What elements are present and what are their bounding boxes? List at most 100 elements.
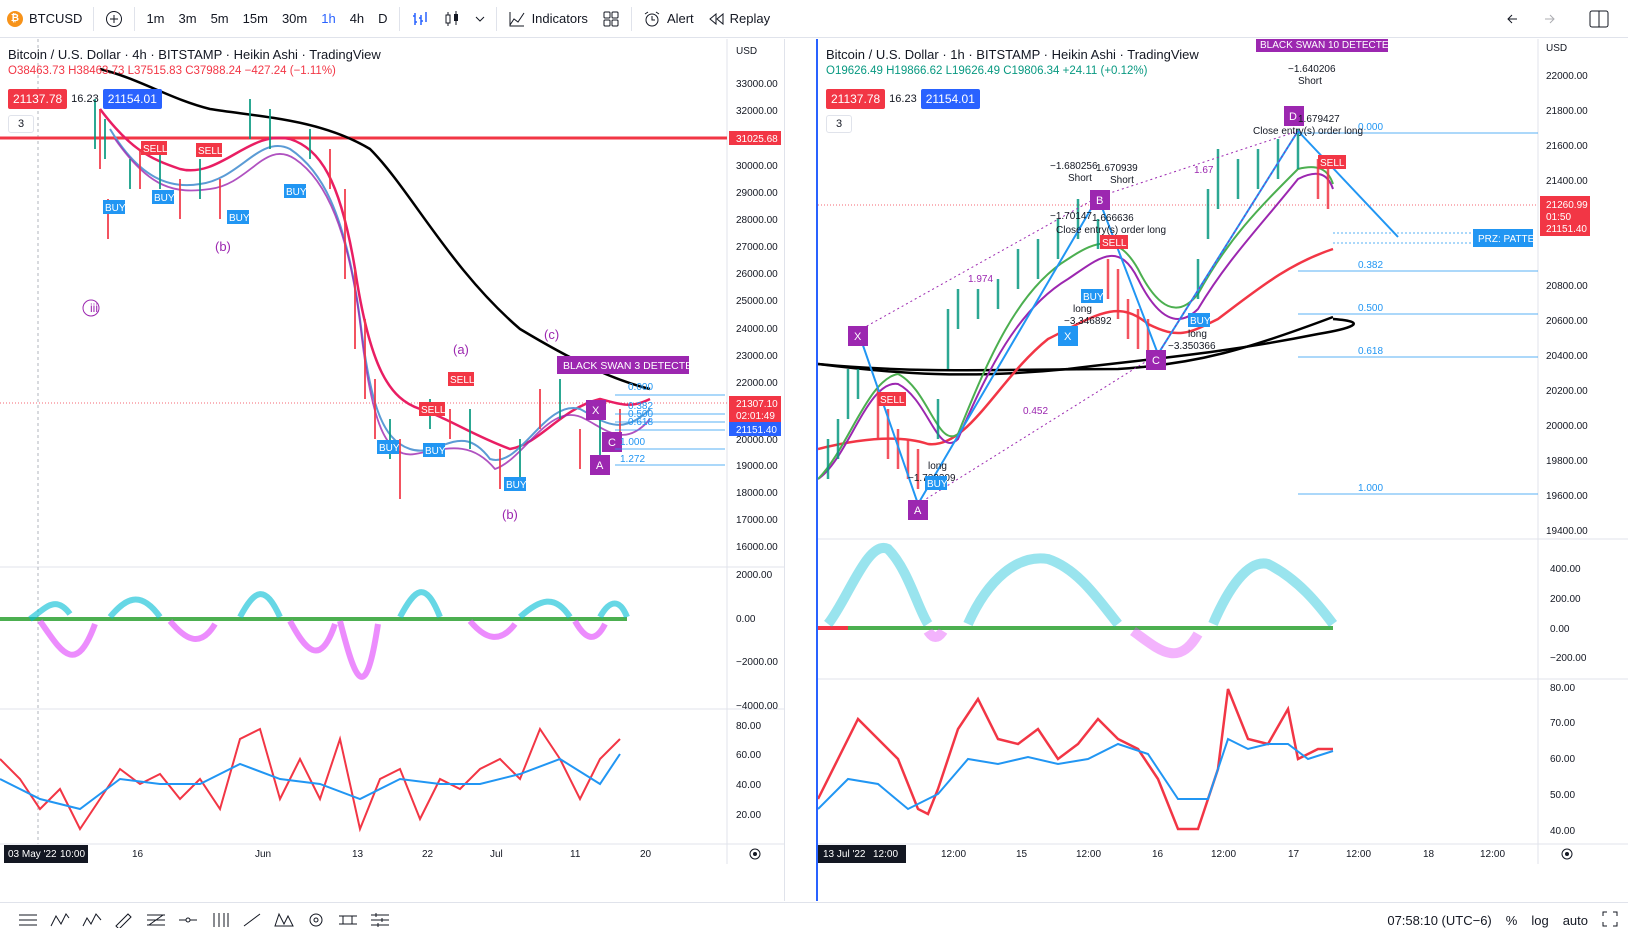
- buy-signal: BUY: [377, 440, 400, 454]
- settings-gear-icon[interactable]: [1561, 848, 1573, 860]
- chevron-down-icon[interactable]: [468, 0, 492, 38]
- cursor-tool-icon[interactable]: [12, 906, 44, 934]
- osc-tick: −4000.00: [736, 701, 778, 712]
- interval-5m[interactable]: 5m: [210, 11, 229, 26]
- layouts-icon[interactable]: [595, 0, 627, 38]
- settings-gear-icon[interactable]: [749, 848, 761, 860]
- ohlc-high: H19866.62: [886, 65, 943, 77]
- auto-toggle[interactable]: auto: [1562, 912, 1588, 928]
- indicators-button[interactable]: Indicators: [501, 0, 595, 38]
- interval-1h[interactable]: 1h: [321, 11, 336, 26]
- black-swan-badge: BLACK SWAN 3 DETECTED: [557, 356, 700, 374]
- axis-currency[interactable]: USD: [736, 46, 757, 57]
- xabcd-pattern-icon[interactable]: [268, 906, 300, 934]
- time-tick: 15: [1016, 849, 1028, 860]
- ratio-label: 1.67: [1194, 165, 1214, 176]
- collapse-indicators-button[interactable]: 3: [8, 115, 34, 133]
- sell-price-button[interactable]: 21137.78: [826, 89, 886, 109]
- fib-retracement-icon[interactable]: [140, 906, 172, 934]
- clock-label[interactable]: 07:58:10 (UTC−6): [1387, 912, 1492, 928]
- price-tick: 29000.00: [736, 188, 778, 199]
- buy-signal: BUY: [227, 210, 250, 224]
- layout-toggle-icon[interactable]: [1582, 0, 1616, 38]
- replay-button[interactable]: Replay: [701, 0, 777, 38]
- left-title[interactable]: Bitcoin / U.S. Dollar · 4h · BITSTAMP · …: [8, 47, 381, 62]
- price-tick: 20000.00: [736, 435, 778, 446]
- candles-bullish: [94, 99, 601, 479]
- interval-30m[interactable]: 30m: [281, 11, 308, 26]
- measure-icon[interactable]: [332, 906, 364, 934]
- price-tick: 21307.10: [736, 399, 778, 410]
- interval-15m[interactable]: 15m: [242, 11, 268, 26]
- osc-tick: 2000.00: [736, 570, 773, 581]
- spread-value: 16.23: [889, 93, 917, 105]
- percent-toggle[interactable]: %: [1505, 912, 1518, 928]
- trend-line-icon[interactable]: [236, 906, 268, 934]
- svg-text:BLACK SWAN 3 DETECTED: BLACK SWAN 3 DETECTED: [563, 360, 700, 372]
- price-tick: 23000.00: [736, 351, 778, 362]
- left-chart-pane[interactable]: Bitcoin / U.S. Dollar · 4h · BITSTAMP · …: [0, 39, 785, 901]
- svg-text:BUY: BUY: [229, 213, 250, 224]
- horizontal-line-icon[interactable]: [172, 906, 204, 934]
- right-chart-pane[interactable]: Bitcoin / U.S. Dollar · 1h · BITSTAMP · …: [816, 39, 1628, 901]
- signal-value: −3.350366: [1168, 341, 1216, 352]
- magnet-icon[interactable]: [300, 906, 332, 934]
- redo-icon[interactable]: [1532, 0, 1562, 38]
- svg-text:X: X: [854, 331, 862, 343]
- log-toggle[interactable]: log: [1531, 912, 1549, 928]
- black-swan-badge: BLACK SWAN 10 DETECTED: [1256, 39, 1396, 52]
- symbol-search[interactable]: ₿ BTCUSD: [0, 0, 89, 38]
- time-tick: 12:00: [1480, 849, 1505, 860]
- left-chart-canvas[interactable]: iii (b) (a) (b) (c) BUY BUY BUY BUY BUY …: [0, 39, 785, 901]
- collapse-indicators-button[interactable]: 3: [826, 115, 852, 133]
- divider: [495, 6, 497, 31]
- svg-text:X: X: [592, 405, 600, 417]
- bottom-toolbar: 07:58:10 (UTC−6) % log auto: [0, 902, 1628, 936]
- buy-signal: BUY: [103, 200, 126, 214]
- ohlc-low: L19626.49: [945, 65, 1000, 77]
- fullscreen-icon[interactable]: [1602, 911, 1618, 930]
- buy-price-button[interactable]: 21154.01: [920, 89, 980, 109]
- sell-signal: SELL: [1100, 235, 1128, 249]
- rsi-tick: 70.00: [1550, 718, 1575, 729]
- candles-icon[interactable]: [436, 0, 468, 38]
- fib-level: 1.000: [1358, 483, 1383, 494]
- interval-4h[interactable]: 4h: [349, 11, 365, 26]
- price-tick: 20200.00: [1546, 386, 1588, 397]
- interval-3m[interactable]: 3m: [178, 11, 197, 26]
- time-tick: 17: [1288, 849, 1300, 860]
- signal-value: −1.640206: [1288, 64, 1336, 75]
- price-tick: 26000.00: [736, 269, 778, 280]
- right-chart-canvas[interactable]: 0.000 0.382 0.500 0.618 1.000 X A B C D …: [818, 39, 1628, 901]
- vertical-lines-icon[interactable]: [204, 906, 236, 934]
- object-tree-icon[interactable]: [364, 906, 396, 934]
- compare-add-icon[interactable]: [98, 0, 130, 38]
- interval-1m[interactable]: 1m: [146, 11, 165, 26]
- buy-price-button[interactable]: 21154.01: [102, 89, 162, 109]
- signal-value: Short: [1298, 76, 1322, 87]
- ratio-label: 0.452: [1023, 406, 1048, 417]
- undo-icon[interactable]: [1500, 0, 1530, 38]
- ohlc-open: O19626.49: [826, 65, 883, 77]
- signal-value: −3.346892: [1064, 316, 1112, 327]
- fib-level: 0.000: [1358, 122, 1383, 133]
- axis-currency[interactable]: USD: [1546, 43, 1567, 54]
- svg-text:BUY: BUY: [425, 446, 446, 457]
- right-title[interactable]: Bitcoin / U.S. Dollar · 1h · BITSTAMP · …: [826, 47, 1199, 62]
- alert-button[interactable]: Alert: [636, 0, 701, 38]
- time-tick: 13: [352, 849, 364, 860]
- pen-tool-icon[interactable]: [108, 906, 140, 934]
- price-tick: 02:01:49: [736, 411, 775, 422]
- replay-label: Replay: [729, 11, 771, 26]
- price-tick: 30000.00: [736, 161, 778, 172]
- price-tick: 20800.00: [1546, 281, 1588, 292]
- time-tick: 12:00: [1346, 849, 1371, 860]
- bar-style-icon[interactable]: [404, 0, 436, 38]
- sell-price-button[interactable]: 21137.78: [8, 89, 68, 109]
- svg-text:D: D: [1289, 111, 1297, 123]
- interval-d[interactable]: D: [378, 11, 388, 26]
- time-tick: 12:00: [1076, 849, 1101, 860]
- abcd-pattern-icon[interactable]: [44, 906, 76, 934]
- osc-tick: 400.00: [1550, 564, 1581, 575]
- elliott-wave-icon[interactable]: [76, 906, 108, 934]
